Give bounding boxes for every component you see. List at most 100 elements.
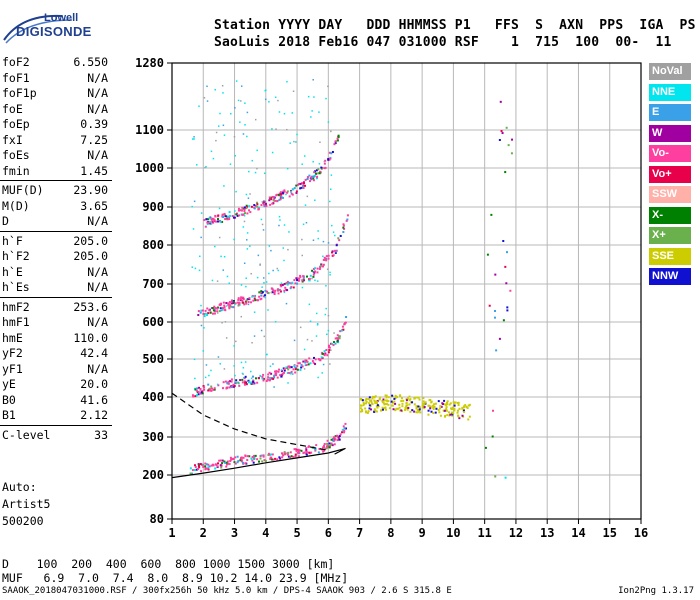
spread-point [268, 101, 270, 103]
echo-point [230, 301, 233, 304]
echo-point [406, 397, 409, 400]
echo-point [341, 428, 344, 431]
spread-point [237, 99, 240, 102]
echo-point [388, 407, 391, 410]
echo-point [248, 205, 251, 208]
echo-point [244, 381, 247, 384]
echo-point [445, 409, 448, 412]
echo-point [288, 195, 291, 198]
echo-point [203, 388, 206, 391]
spread-point [244, 124, 246, 126]
echo-point [422, 403, 425, 406]
echo-point [334, 337, 337, 340]
spread-point [219, 363, 222, 365]
echo-point [212, 388, 215, 391]
echo-point [337, 134, 340, 137]
echo-point [385, 396, 388, 399]
echo-point [230, 458, 233, 461]
echo-point [219, 464, 222, 467]
echo-point [305, 451, 308, 454]
spread-point [209, 221, 211, 224]
echo-point [221, 213, 224, 216]
spread-point [216, 383, 219, 386]
param-name: foE [2, 101, 23, 116]
echo-point [327, 351, 330, 354]
echo-point [327, 257, 330, 260]
legend-item-sse: SSE [649, 247, 691, 265]
echo-point [378, 398, 381, 401]
echo-point [434, 411, 437, 414]
param-row: foEs N/A [0, 148, 112, 164]
echo-point [416, 396, 419, 399]
echo-point [263, 203, 266, 206]
echo-point [338, 337, 341, 340]
echo-point [261, 375, 264, 378]
echo-point [242, 298, 245, 301]
echo-point [416, 408, 419, 411]
echo-point [439, 414, 442, 417]
echo-point [399, 394, 402, 397]
echo-point [276, 200, 279, 203]
echo-point [212, 221, 215, 224]
echo-point [324, 259, 327, 262]
echo-point [314, 267, 317, 270]
echo-point [278, 192, 281, 195]
spread-point [326, 268, 329, 271]
echo-point [251, 455, 254, 458]
echo-point [294, 453, 297, 456]
echo-point [301, 185, 304, 188]
echo-point [398, 406, 401, 409]
echo-point [370, 408, 373, 411]
echo-point [244, 454, 247, 457]
echo-point [320, 264, 323, 267]
echo-point [284, 452, 287, 455]
echo-point [326, 442, 329, 445]
echo-point [286, 191, 289, 194]
echo-point [197, 393, 200, 396]
echo-point [227, 462, 230, 465]
spread-point [203, 327, 205, 329]
echo-point [337, 136, 340, 139]
x-tick-label: 9 [419, 526, 426, 540]
echo-point [432, 407, 435, 410]
echo-point [299, 182, 302, 185]
echo-point [267, 452, 270, 455]
spread-point [330, 349, 332, 351]
spread-point [280, 369, 283, 371]
echo-point [247, 381, 250, 384]
x-tick-label: 16 [634, 526, 648, 540]
echo-point [199, 388, 202, 391]
echo-point [417, 405, 420, 408]
spread-point [243, 220, 246, 223]
echo-point [266, 290, 269, 293]
spread-point [240, 284, 243, 286]
echo-point [214, 310, 217, 313]
echo-point [231, 214, 234, 217]
echo-point [244, 300, 247, 303]
echo-point [374, 395, 377, 398]
spread-point [222, 92, 224, 94]
echo-point [240, 458, 243, 461]
spread-point [287, 248, 289, 251]
echo-point [225, 461, 228, 464]
spread-point [325, 285, 327, 287]
echo-point [302, 186, 305, 189]
spread-point [256, 167, 258, 170]
logo-lowell-text: Lowell [44, 12, 79, 24]
echo-point [312, 275, 315, 278]
echo-point [264, 289, 267, 292]
spread-point [265, 89, 267, 91]
spread-point [203, 97, 206, 99]
echo-point [216, 310, 219, 313]
interference-point [484, 446, 487, 449]
echo-point [328, 445, 331, 448]
spread-point [289, 142, 291, 144]
spread-point [272, 269, 274, 272]
echo-point [320, 166, 323, 169]
echo-point [327, 254, 330, 257]
spread-point [191, 205, 193, 208]
spread-point [270, 291, 273, 294]
echo-point [245, 204, 248, 207]
echo-point [290, 370, 293, 373]
